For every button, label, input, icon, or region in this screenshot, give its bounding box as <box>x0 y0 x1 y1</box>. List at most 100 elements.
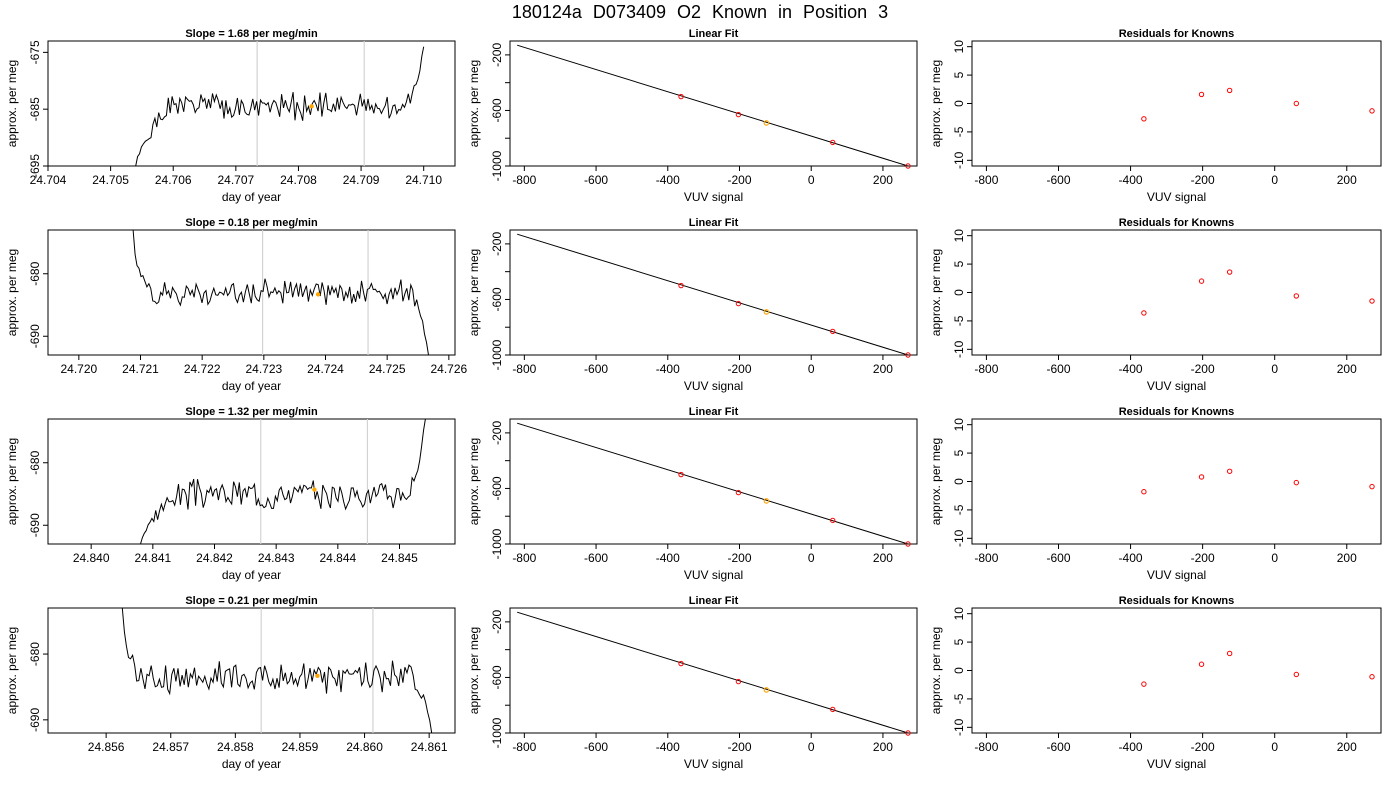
panel-2-selected-point <box>763 120 770 126</box>
panel-6-y-tick-label: -5 <box>952 315 966 326</box>
panel-12-x-tick-label: 0 <box>1271 740 1278 754</box>
panel-8-data-point <box>905 541 911 547</box>
panel-12-y-tick-label: -10 <box>952 718 966 736</box>
panel-6-x-tick-label: -800 <box>974 362 998 376</box>
panel-11-plot-frame <box>509 607 918 734</box>
panel-3-plot-frame <box>971 40 1382 167</box>
panel-7-y-axis-label: approx. per meg <box>5 438 19 525</box>
panel-5-x-tick-label: -800 <box>512 362 536 376</box>
panel-1-title: Slope = 1.68 per meg/min <box>185 28 318 40</box>
panel-11-data-point <box>735 678 742 685</box>
panel-10-x-tick-label: 24.857 <box>152 740 189 754</box>
panel-9-y-tick-label: -5 <box>952 504 966 515</box>
panel-1-x-axis-label: day of year <box>222 190 281 204</box>
panel-4-x-tick-label: 24.722 <box>184 362 221 376</box>
panel-11-x-tick-label: -800 <box>512 740 536 754</box>
panel-3-x-tick-label: -400 <box>1119 173 1143 187</box>
panel-1-y-tick-label: -685 <box>28 97 42 121</box>
panel-8-fit-line <box>517 422 909 545</box>
panel-8-x-axis-label: VUV signal <box>684 568 743 582</box>
panel-7-x-tick-label: 24.844 <box>319 551 356 565</box>
panel-3-x-tick-label: -200 <box>1191 173 1215 187</box>
panel-5-x-axis-label: VUV signal <box>684 379 743 393</box>
panel-8-data-point <box>678 471 684 478</box>
panel-5-plot-frame <box>509 229 918 356</box>
panel-11-x-axis-label: VUV signal <box>684 757 743 771</box>
panel-5-data-point <box>678 282 684 289</box>
panel-2-data-point <box>830 139 836 146</box>
panel-5-x-tick-label: -400 <box>656 362 680 376</box>
panel-5-x-tick-label: -200 <box>727 362 751 376</box>
panel-12-data-point <box>1293 671 1300 678</box>
panel-5-y-axis-label: approx. per meg <box>467 249 481 336</box>
panel-10-title: Slope = 0.21 per meg/min <box>185 595 318 607</box>
panel-9-y-tick-label: 5 <box>952 449 966 456</box>
panel-9-title: Residuals for Knowns <box>1119 406 1235 418</box>
panel-7-title: Slope = 1.32 per meg/min <box>185 406 318 418</box>
panel-3-data-point <box>1198 91 1205 98</box>
panel-10-plot-frame <box>47 607 456 734</box>
panel-11-x-tick-label: -200 <box>727 740 751 754</box>
panel-3-data-point <box>1369 108 1375 114</box>
panel-11-fit-line <box>517 611 909 734</box>
panel-7-x-tick-label: 24.843 <box>258 551 295 565</box>
panel-10-y-tick-label: -690 <box>28 708 42 732</box>
panel-1-x-tick-label: 24.704 <box>30 173 67 187</box>
panel-10-x-tick-label: 24.858 <box>217 740 254 754</box>
panel-8-y-tick-label: -200 <box>490 421 504 445</box>
panel-4-x-tick-label: 24.723 <box>245 362 282 376</box>
panel-2-plot-frame <box>509 40 918 167</box>
panel-3-y-tick-label: 10 <box>952 40 966 54</box>
panel-12-y-tick-label: 0 <box>952 667 966 674</box>
panel-11-data-point <box>678 660 684 667</box>
panel-2-x-axis-label: VUV signal <box>684 190 743 204</box>
panel-7-x-tick-label: 24.841 <box>134 551 171 565</box>
panel-2-data-point <box>735 111 742 118</box>
panel-1-x-tick-label: 24.705 <box>92 173 129 187</box>
panel-9-y-tick-label: -10 <box>952 529 966 547</box>
panel-6-data-point <box>1226 269 1233 275</box>
panel-10-x-tick-label: 24.856 <box>88 740 125 754</box>
panel-9-x-tick-label: 0 <box>1271 551 1278 565</box>
panel-3-y-tick-label: -10 <box>952 151 966 169</box>
panel-12-x-tick-label: 200 <box>1337 740 1357 754</box>
panel-7-x-tick-label: 24.840 <box>73 551 110 565</box>
panel-8-title: Linear Fit <box>689 406 739 418</box>
panel-4-y-tick-label: -690 <box>28 324 42 348</box>
panel-12-y-tick-label: -5 <box>952 693 966 704</box>
panel-5-fit-line <box>517 233 909 356</box>
panel-10-trace-line <box>121 607 433 734</box>
panel-5-data-point <box>905 352 911 358</box>
panel-11-x-tick-label: -400 <box>656 740 680 754</box>
panel-5-x-tick-label: 200 <box>873 362 893 376</box>
panel-6-data-point <box>1369 298 1375 304</box>
panel-4-title: Slope = 0.18 per meg/min <box>185 217 318 229</box>
panel-11-y-axis-label: approx. per meg <box>467 627 481 714</box>
panel-3-y-axis-label: approx. per meg <box>929 60 943 147</box>
panel-1-x-tick-label: 24.707 <box>217 173 254 187</box>
panel-9-data-point <box>1226 468 1233 474</box>
panel-12-y-tick-label: 10 <box>952 607 966 621</box>
panel-12-data-point <box>1141 681 1147 687</box>
panel-2-data-point <box>905 163 911 169</box>
panel-4-x-axis-label: day of year <box>222 379 281 393</box>
panel-3-x-tick-label: 0 <box>1271 173 1278 187</box>
panel-11-x-tick-label: 0 <box>808 740 815 754</box>
panel-6-x-tick-label: -400 <box>1119 362 1143 376</box>
panel-9-x-tick-label: -800 <box>974 551 998 565</box>
panel-12-y-axis-label: approx. per meg <box>929 627 943 714</box>
panel-6-y-tick-label: 10 <box>952 229 966 243</box>
panel-12-title: Residuals for Knowns <box>1119 595 1235 607</box>
panel-2-title: Linear Fit <box>689 28 739 40</box>
panel-5-x-tick-label: -600 <box>584 362 608 376</box>
panel-12-x-tick-label: -200 <box>1191 740 1215 754</box>
panel-8-data-point <box>830 517 836 524</box>
panel-11-selected-point <box>763 687 770 693</box>
panel-2-y-tick-label: -600 <box>490 98 504 122</box>
panel-4-selected-point <box>315 292 321 297</box>
panel-12-plot-frame <box>971 607 1382 734</box>
panel-11-x-tick-label: -600 <box>584 740 608 754</box>
panel-4-trace-line <box>132 229 429 356</box>
panel-6-title: Residuals for Knowns <box>1119 217 1235 229</box>
panel-5-x-tick-label: 0 <box>808 362 815 376</box>
